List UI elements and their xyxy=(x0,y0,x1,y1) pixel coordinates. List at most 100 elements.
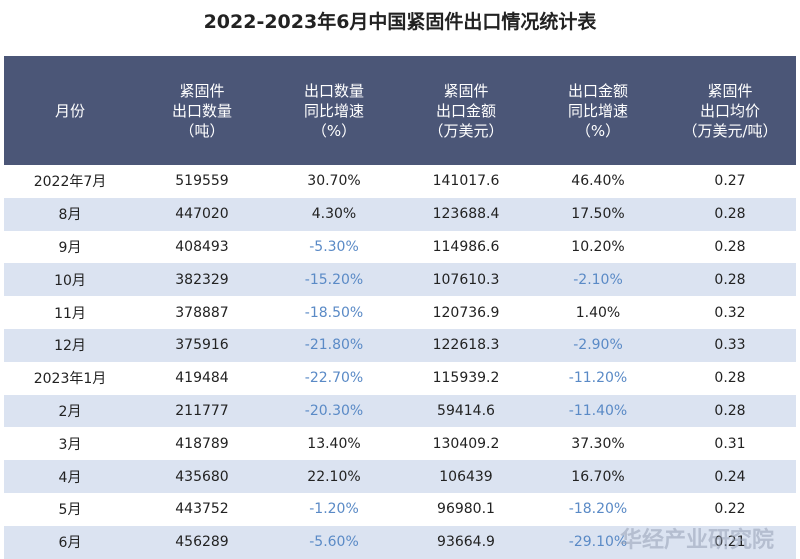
table-cell: 17.50% xyxy=(571,206,625,223)
table-cell: -29.10% xyxy=(568,534,628,551)
header-cell: 紧固件 出口均价 （万美元/吨） xyxy=(664,56,796,165)
table-cell: 0.28 xyxy=(714,370,746,387)
table-cell: 12月 xyxy=(54,338,86,355)
header-line: 出口金额 xyxy=(567,81,628,100)
table-cell: 11月 xyxy=(54,305,86,322)
table-cell: -18.20% xyxy=(568,501,628,518)
table-cell: 4月 xyxy=(58,469,82,486)
table-cell: 6月 xyxy=(58,535,82,552)
table-row: 12月 375916 -21.80% 122618.3 -2.90% 0.33 xyxy=(4,328,796,362)
table-cell: 0.28 xyxy=(714,238,746,255)
table-cell: -2.90% xyxy=(573,337,623,354)
header-line: 紧固件 xyxy=(443,81,489,100)
table-cell: 456289 xyxy=(175,534,229,551)
table-cell: 2023年1月 xyxy=(33,371,107,388)
table-cell: -2.10% xyxy=(573,271,623,288)
table-cell: -11.40% xyxy=(568,402,628,419)
table-row: 10月 382329 -15.20% 107610.3 -2.10% 0.28 xyxy=(4,263,796,297)
table-row: 11月 378887 -18.50% 120736.9 1.40% 0.32 xyxy=(4,296,796,329)
table-cell: 115939.2 xyxy=(432,370,500,387)
table-cell: 378887 xyxy=(175,304,229,321)
table-cell: 211777 xyxy=(175,402,229,419)
table-cell: 4.30% xyxy=(311,206,357,223)
table-cell: -20.30% xyxy=(304,402,364,419)
header-line: 紧固件 xyxy=(707,81,753,100)
table-cell: 418789 xyxy=(175,435,229,452)
table-cell: 0.28 xyxy=(714,206,746,223)
header-cell: 出口数量 同比增速 （%） xyxy=(268,56,400,165)
header-line: 紧固件 xyxy=(179,81,225,100)
table-cell: 447020 xyxy=(175,206,229,223)
header-cell: 月份 xyxy=(4,56,136,165)
table-cell: 519559 xyxy=(175,173,229,190)
header-cell: 出口金额 同比增速 （%） xyxy=(532,56,664,165)
header-line: 出口金额 xyxy=(435,101,496,120)
table-row: 2月 211777 -20.30% 59414.6 -11.40% 0.28 xyxy=(4,394,796,428)
table-row: 9月 408493 -5.30% 114986.6 10.20% 0.28 xyxy=(4,231,796,264)
table-cell: 0.24 xyxy=(714,468,746,485)
table-cell: -5.30% xyxy=(309,238,359,255)
header-line: 月份 xyxy=(54,101,85,120)
table-cell: 16.70% xyxy=(571,468,625,485)
header-row: 月份 紧固件 出口数量 （吨） 出口数量 同比增速 （%） 紧固件 出口金额 （万美元） 出口金额同… xyxy=(4,56,796,165)
table-cell: 8月 xyxy=(58,207,82,224)
table-cell: 2022年7月 xyxy=(33,174,107,191)
header-line: 同比增速 xyxy=(567,101,628,120)
table-cell: 1.40% xyxy=(575,304,621,321)
table-row: 2023年1月 419484 -22.70% 115939.2 -11.20% 0.28 xyxy=(4,362,796,395)
table-row: 5月 443752 -1.20% 96980.1 -18.20% 0.22 xyxy=(4,493,796,526)
table-cell: 375916 xyxy=(175,337,229,354)
table-cell: 0.28 xyxy=(714,271,746,288)
header-cell: 紧固件 出口金额 （万美元） xyxy=(400,56,532,165)
table-cell: 96980.1 xyxy=(437,501,495,518)
table-cell: 435680 xyxy=(175,468,229,485)
table-cell: 0.21 xyxy=(714,534,746,551)
table-cell: -1.20% xyxy=(309,501,359,518)
table-cell: 107610.3 xyxy=(432,271,500,288)
table-cell: -11.20% xyxy=(568,370,628,387)
table-cell: 0.31 xyxy=(714,435,746,452)
table-cell: 30.70% xyxy=(307,173,361,190)
table-cell: 106439 xyxy=(439,468,493,485)
table-cell: 382329 xyxy=(175,271,229,288)
table-cell: -15.20% xyxy=(304,271,364,288)
header-line: （万美元） xyxy=(428,121,504,140)
table-cell: 141017.6 xyxy=(432,173,500,190)
table-cell: 123688.4 xyxy=(432,206,500,223)
table-cell: 0.22 xyxy=(714,501,746,518)
table-row: 4月 435680 22.10% 106439 16.70% 0.24 xyxy=(4,460,796,493)
header-line: （万美元/吨） xyxy=(682,121,778,140)
table-cell: 93664.9 xyxy=(437,534,495,551)
watermark: 华经产业研究院 xyxy=(619,528,774,553)
table-cell: -22.70% xyxy=(304,370,364,387)
table-cell: 130409.2 xyxy=(432,435,500,452)
table-cell: 408493 xyxy=(175,238,229,255)
header-line: 出口数量 xyxy=(303,81,364,100)
table-cell: 0.27 xyxy=(714,173,746,190)
table-cell: -5.60% xyxy=(309,534,359,551)
table-cell: 37.30% xyxy=(571,435,625,452)
table-cell: 9月 xyxy=(58,239,82,256)
table-cell: 122618.3 xyxy=(432,337,500,354)
header-line: 出口数量 xyxy=(171,101,232,120)
table-cell: 5月 xyxy=(58,502,82,519)
header-line: 同比增速 xyxy=(303,101,364,120)
table-cell: 0.32 xyxy=(714,304,746,321)
table-cell: 0.28 xyxy=(714,402,746,419)
table-cell: 114986.6 xyxy=(432,238,500,255)
header-line: （%） xyxy=(575,121,621,140)
table-cell: 2月 xyxy=(58,403,82,420)
table-row: 2022年7月 519559 30.70% 141017.6 46.40% 0.27 xyxy=(4,165,796,198)
table-cell: 46.40% xyxy=(571,173,625,190)
table-cell: 443752 xyxy=(175,501,229,518)
table-row: 8月 447020 4.30% 123688.4 17.50% 0.28 xyxy=(4,197,796,231)
table-cell: 10.20% xyxy=(571,238,625,255)
table-row: 6月 456289 -5.60% 93664.9 -29.10% 0.21 xyxy=(4,525,796,559)
header-line: （%） xyxy=(311,121,357,140)
table-cell: 59414.6 xyxy=(437,402,495,419)
table-cell: 13.40% xyxy=(307,435,361,452)
header-line: 出口均价 xyxy=(699,101,760,120)
table-cell: 22.10% xyxy=(307,468,361,485)
table: 月份 紧固件 出口数量 （吨） 出口数量 同比增速 （%） 紧固件 出口金额 （万美元） 出口金额同… xyxy=(4,56,796,559)
